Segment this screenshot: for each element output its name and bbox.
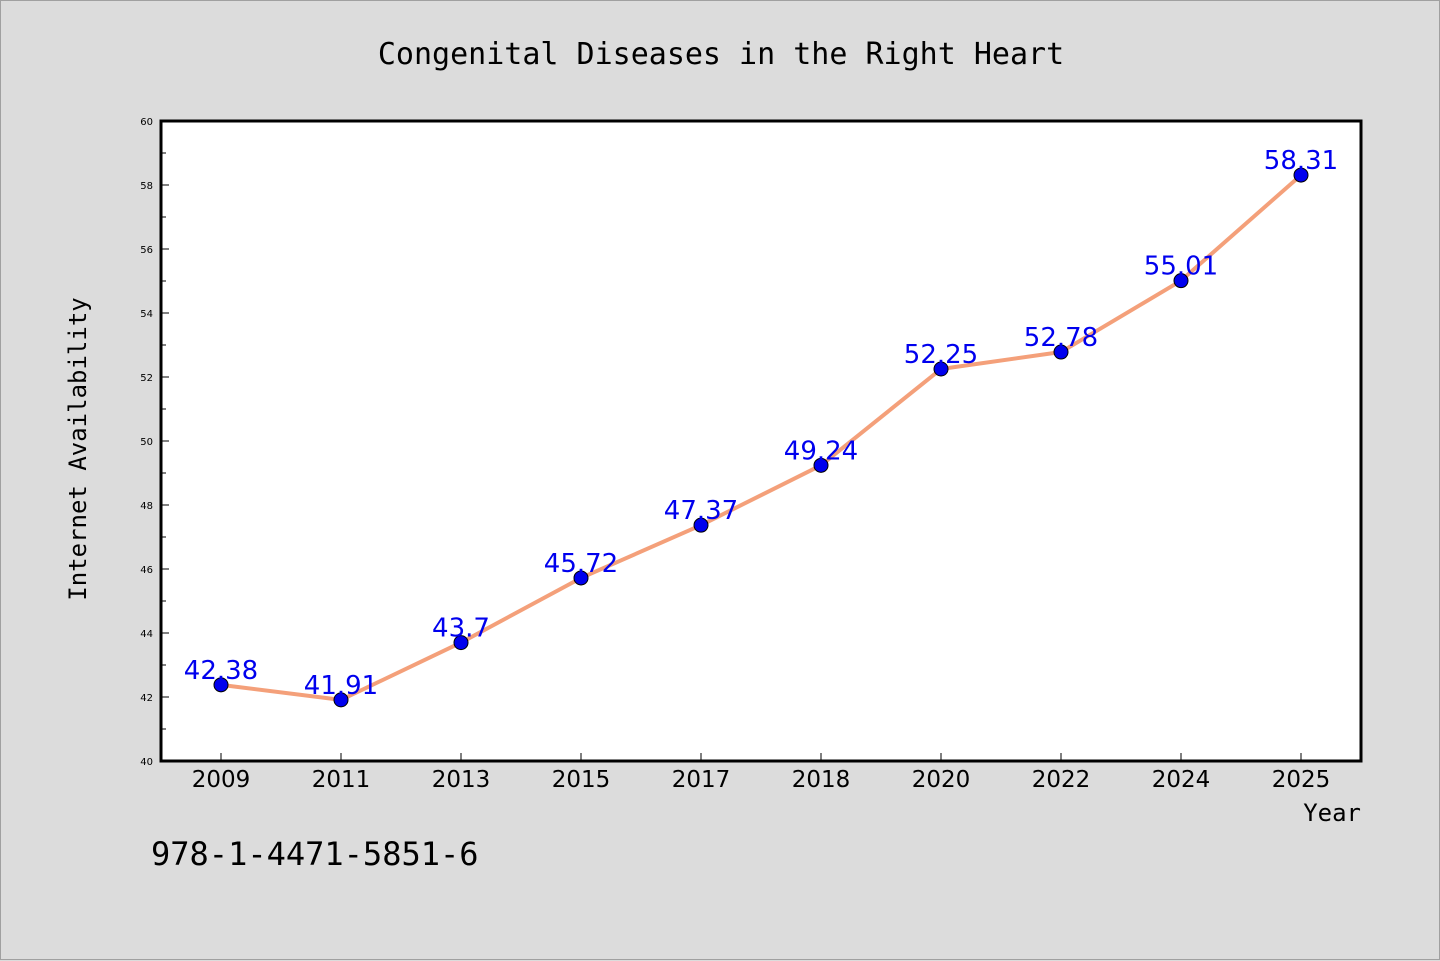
- data-label: 45.72: [544, 549, 618, 579]
- x-tick-label: 2022: [1032, 767, 1091, 793]
- y-tick-label: 58: [140, 181, 153, 192]
- data-point: [933, 361, 949, 377]
- y-tick-label: 42: [140, 693, 153, 704]
- x-tick-label: 2020: [912, 767, 971, 793]
- series-layer: 42.38 41.91 43.7 45.72 47.37 49.24 52.25 52.78 5…: [184, 146, 1338, 708]
- series-line: [219, 173, 1303, 702]
- footer-code: 978-1-4471-5851-6: [151, 835, 479, 873]
- data-point: [573, 570, 589, 586]
- data-label: 41.91: [304, 671, 378, 701]
- data-point: [333, 692, 349, 708]
- data-point: [1053, 344, 1069, 360]
- y-tick-label: 56: [140, 245, 153, 256]
- plot-area: [159, 119, 1363, 763]
- x-tick-label: 2009: [192, 767, 251, 793]
- data-point: [1173, 273, 1189, 289]
- x-tick-label: 2025: [1272, 767, 1331, 793]
- y-tick-label: 40: [140, 757, 153, 768]
- x-tick-label: 2017: [672, 767, 731, 793]
- y-tick-label: 54: [140, 309, 153, 320]
- data-point: [453, 635, 469, 651]
- data-label: 43.7: [432, 614, 490, 644]
- data-label: 52.25: [904, 340, 978, 370]
- data-point: [213, 677, 229, 693]
- y-tick-label: 48: [140, 501, 153, 512]
- data-label: 47.37: [664, 496, 738, 526]
- x-tick-label: 2013: [432, 767, 491, 793]
- data-label: 49.24: [784, 436, 858, 466]
- data-label: 55.01: [1144, 252, 1218, 282]
- data-point: [1293, 167, 1309, 183]
- x-tick-label: 2018: [792, 767, 851, 793]
- y-tick-label: 44: [140, 629, 153, 640]
- x-axis: 2009 2011 2013 2015 2017 2018 2020 2022 2024 2025: [192, 753, 1331, 793]
- y-tick-label: 50: [140, 437, 153, 448]
- y-axis: 40 42 44 46 48 50 52 54 56 58 60: [140, 117, 169, 768]
- data-point: [693, 517, 709, 533]
- y-axis-label: Internet Availability: [64, 297, 92, 600]
- x-tick-label: 2015: [552, 767, 611, 793]
- y-tick-label: 46: [140, 565, 153, 576]
- x-axis-label: Year: [1303, 799, 1361, 827]
- x-tick-label: 2011: [312, 767, 371, 793]
- data-point: [813, 457, 829, 473]
- chart-title: Congenital Diseases in the Right Heart: [378, 37, 1064, 72]
- data-label: 42.38: [184, 656, 258, 686]
- data-label: 58.31: [1264, 146, 1338, 176]
- y-tick-label: 52: [140, 373, 153, 384]
- x-tick-label: 2024: [1152, 767, 1211, 793]
- y-tick-label: 60: [140, 117, 153, 128]
- data-label: 52.78: [1024, 323, 1098, 353]
